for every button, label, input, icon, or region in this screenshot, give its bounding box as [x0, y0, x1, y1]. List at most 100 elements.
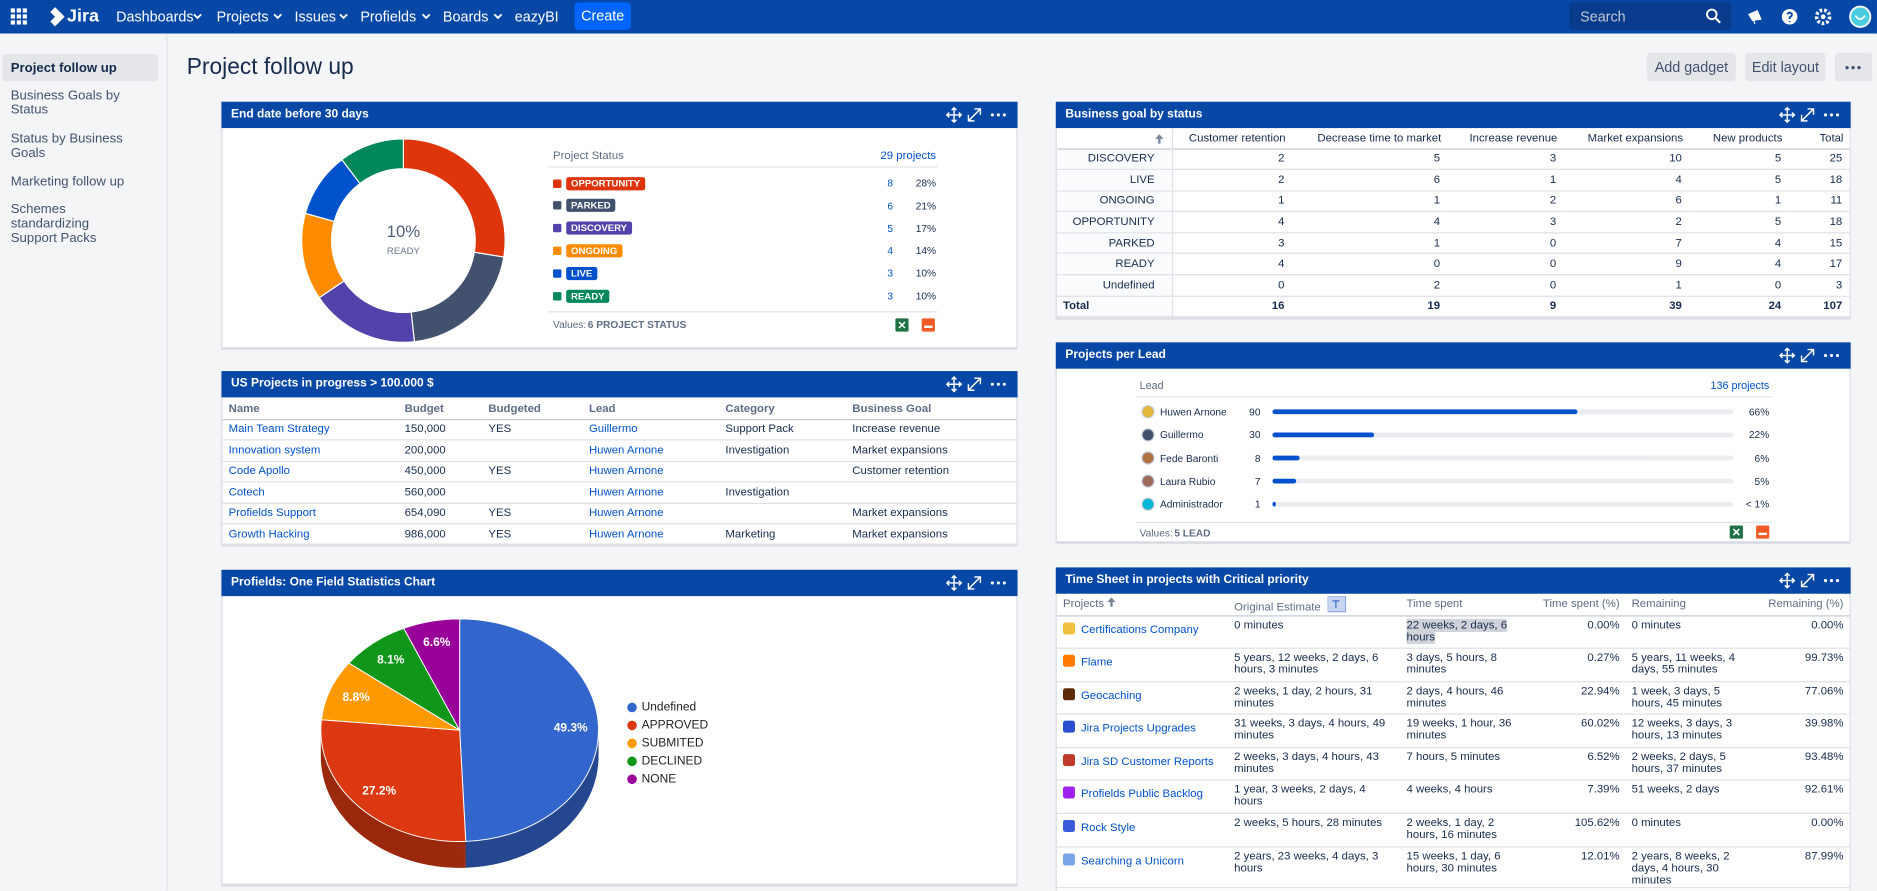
status-count[interactable]: 6 — [887, 199, 894, 212]
project-link[interactable]: Jira Projects Upgrades — [1080, 722, 1196, 736]
table-row: DISCOVERY 2 5 3 10 5 25 — [1057, 148, 1850, 170]
header-row: Projects Original Estimate Time spent Time … — [1057, 594, 1850, 616]
cell: 4 — [1278, 215, 1285, 229]
cell[interactable]: Profields Support — [228, 506, 316, 520]
cell[interactable]: Main Team Strategy — [228, 422, 330, 437]
sidebar-item[interactable]: Marketing follow up — [10, 174, 125, 190]
caret-icon — [339, 13, 348, 20]
cell: Searching a Unicorn — [1057, 847, 1228, 888]
legend-label: NONE — [642, 771, 677, 785]
column-header: Market expansions — [1587, 131, 1684, 145]
cell: 2 weeks, 5 hours, 28 minutes — [1228, 813, 1400, 846]
nav-item[interactable]: Profields — [360, 8, 417, 26]
column-header: Increase revenue — [1469, 131, 1558, 145]
status-swatch — [553, 246, 562, 255]
create-button[interactable]: Create — [574, 2, 631, 30]
status-count[interactable]: 3 — [887, 289, 894, 302]
cell: 3 — [1835, 278, 1843, 292]
cell: 0.00% — [1751, 813, 1849, 846]
cell-text: 2 years, 8 weeks, 2 days, 4 hours, 30 mi… — [1631, 849, 1730, 887]
header-row: Customer retention Decrease time to marke… — [1057, 128, 1850, 149]
cell: Jira SD Customer Reports — [1057, 747, 1228, 780]
pie-chart: 49.3% 27.2% 8.8% 8.1% 6.6% Undefined APPROVED S… — [320, 618, 708, 868]
lead-bar — [1272, 409, 1578, 415]
add-gadget-button[interactable]: Add gadget — [1647, 52, 1736, 82]
gadget: End date before 30 days 10% READY Project S… — [221, 101, 1018, 349]
cell[interactable]: Innovation system — [228, 443, 321, 457]
cell[interactable]: Code Apollo — [228, 464, 290, 478]
cell: 6 — [1675, 194, 1682, 208]
project-link[interactable]: Searching a Unicorn — [1080, 854, 1184, 868]
cell-text: 0.27% — [1587, 651, 1620, 665]
nav-item[interactable]: Projects — [216, 8, 269, 26]
nav-item[interactable]: Dashboards — [116, 8, 194, 26]
logo-text: Jira — [67, 5, 100, 27]
menu-dot — [1002, 113, 1006, 117]
gadget: Business goal by status Customer retentio… — [1055, 101, 1851, 319]
pdf-icon — [921, 318, 935, 332]
export-icons — [895, 318, 935, 332]
bar-area — [1141, 405, 1734, 511]
gadget-header: US Projects in progress > 100.000 $ — [221, 371, 1018, 398]
divider — [548, 311, 938, 313]
project-link[interactable]: Rock Style — [1080, 821, 1136, 835]
values-text: 6 PROJECT STATUS — [587, 318, 687, 331]
search-box[interactable]: Search — [1569, 2, 1731, 30]
status-count[interactable]: 4 — [887, 244, 894, 257]
cell: Investigation — [725, 485, 790, 499]
sidebar-item[interactable]: Schemes standardizing — [10, 202, 90, 232]
sort-header — [1057, 128, 1173, 149]
cell[interactable]: Huwen Arnone — [588, 443, 664, 457]
table-row: Searching a Unicorn 2 years, 23 weeks, 4 … — [1057, 847, 1850, 888]
cell: 3 days, 5 hours, 8 minutes — [1401, 648, 1534, 681]
gadget: US Projects in progress > 100.000 $ Name B… — [221, 371, 1018, 545]
sidebar-item[interactable]: Support Packs — [10, 231, 97, 246]
cell: 107 — [1823, 299, 1843, 313]
project-link[interactable]: Flame — [1080, 656, 1113, 670]
status-count[interactable]: 3 — [887, 267, 894, 280]
cell: Certifications Company — [1057, 615, 1228, 648]
cell[interactable]: Huwen Arnone — [588, 485, 664, 499]
status-lozenge: PARKED — [566, 199, 616, 213]
cell[interactable]: Guillermo — [588, 422, 638, 437]
bar-track — [1272, 455, 1734, 461]
more-button[interactable] — [1835, 52, 1873, 82]
project-link[interactable]: Certifications Company — [1080, 623, 1199, 637]
cell[interactable]: Huwen Arnone — [588, 464, 664, 478]
column-header: Name — [228, 401, 260, 416]
move-icon — [1779, 347, 1796, 364]
expand-icon — [967, 108, 982, 122]
cell: 0 — [1549, 257, 1557, 271]
sidebar-item[interactable]: Project follow up — [10, 61, 117, 76]
lead-name: Laura Rubio — [1159, 475, 1216, 488]
sidebar-item[interactable]: Business Goals by Status — [10, 88, 120, 118]
project-link[interactable]: Jira SD Customer Reports — [1080, 755, 1214, 769]
lead-name: Administrador — [1159, 498, 1223, 511]
cell[interactable]: Huwen Arnone — [588, 527, 664, 541]
grid-dot — [22, 8, 27, 13]
nav-item[interactable]: Boards — [442, 8, 489, 26]
cell[interactable]: Huwen Arnone — [588, 506, 664, 520]
cell-text: 51 weeks, 2 days — [1631, 783, 1720, 797]
total-link[interactable]: 29 projects — [880, 149, 937, 163]
cell[interactable]: Cotech — [228, 485, 265, 499]
row-label: DISCOVERY — [1057, 148, 1173, 170]
expand-icon — [1800, 573, 1815, 588]
project-link[interactable]: Geocaching — [1080, 689, 1142, 703]
cell: 2 — [1433, 278, 1441, 292]
menu-dot — [990, 581, 994, 585]
total-link[interactable]: 136 projects — [1710, 379, 1770, 392]
bar-track — [1272, 478, 1734, 484]
nav-item[interactable]: Issues — [294, 8, 336, 26]
status-count[interactable]: 8 — [887, 177, 894, 190]
project-link[interactable]: Profields Public Backlog — [1080, 788, 1203, 802]
sidebar-item[interactable]: Status by Business Goals — [10, 131, 123, 161]
menu-dot — [1002, 581, 1006, 585]
glyph — [1332, 600, 1340, 609]
cell[interactable]: Growth Hacking — [228, 527, 310, 541]
edit-layout-button[interactable]: Edit layout — [1745, 52, 1826, 82]
nav-item[interactable]: eazyBI — [514, 8, 559, 26]
cell-text: 5 years, 11 weeks, 4 days, 55 minutes — [1631, 651, 1736, 677]
status-count[interactable]: 5 — [887, 222, 894, 235]
gadget-title: Profields: One Field Statistics Chart — [231, 575, 436, 589]
